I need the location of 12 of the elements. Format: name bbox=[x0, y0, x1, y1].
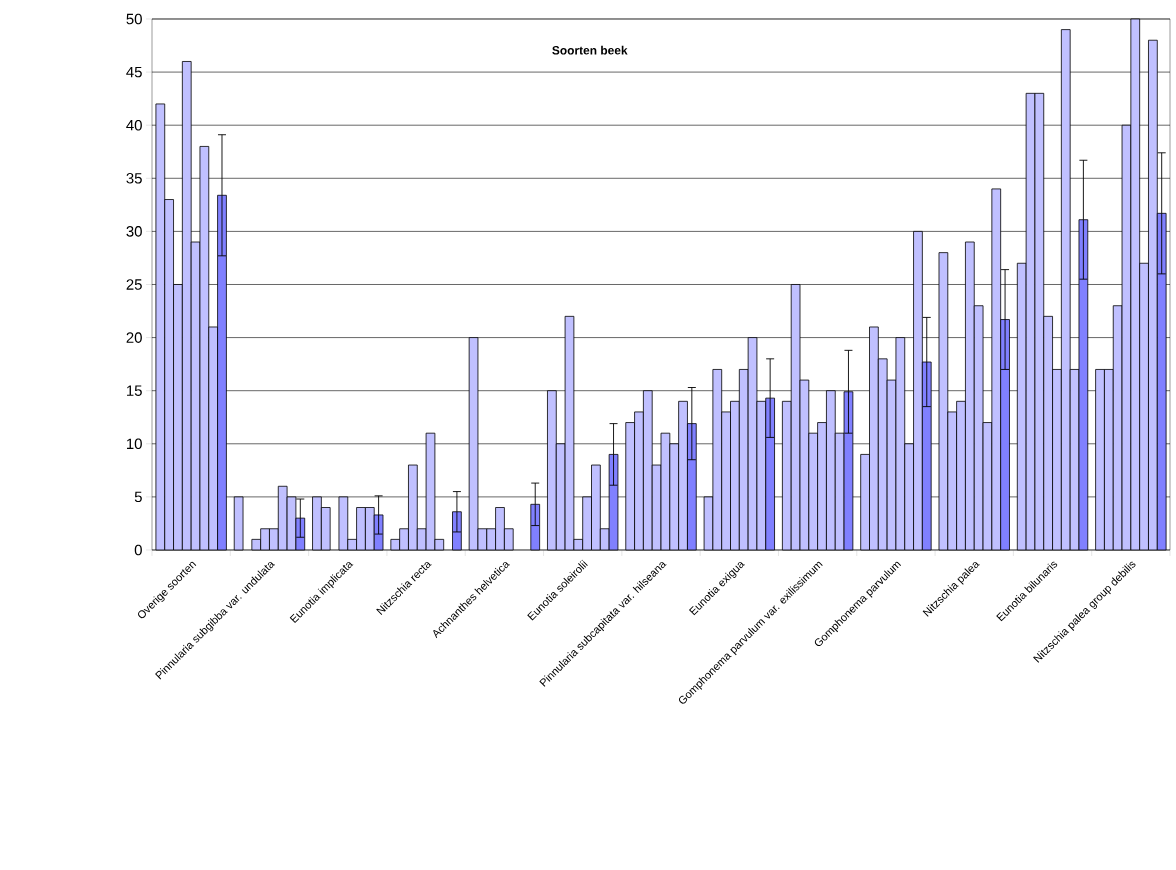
y-tick-label: 0 bbox=[134, 544, 142, 556]
y-tick-label: 20 bbox=[126, 332, 142, 343]
y-tick-label: 35 bbox=[126, 173, 142, 184]
y-tick-label: 50 bbox=[126, 13, 142, 25]
y-tick-label: 40 bbox=[126, 119, 142, 131]
text: Soorten beek bbox=[552, 45, 628, 55]
y-tick-label: 15 bbox=[127, 385, 142, 396]
y-tick-label: 5 bbox=[134, 491, 142, 503]
y-tick-label: 30 bbox=[126, 226, 142, 237]
y-tick-label: 25 bbox=[126, 279, 142, 290]
y-tick-label: 45 bbox=[126, 66, 142, 78]
y-tick-label: 10 bbox=[127, 438, 142, 450]
